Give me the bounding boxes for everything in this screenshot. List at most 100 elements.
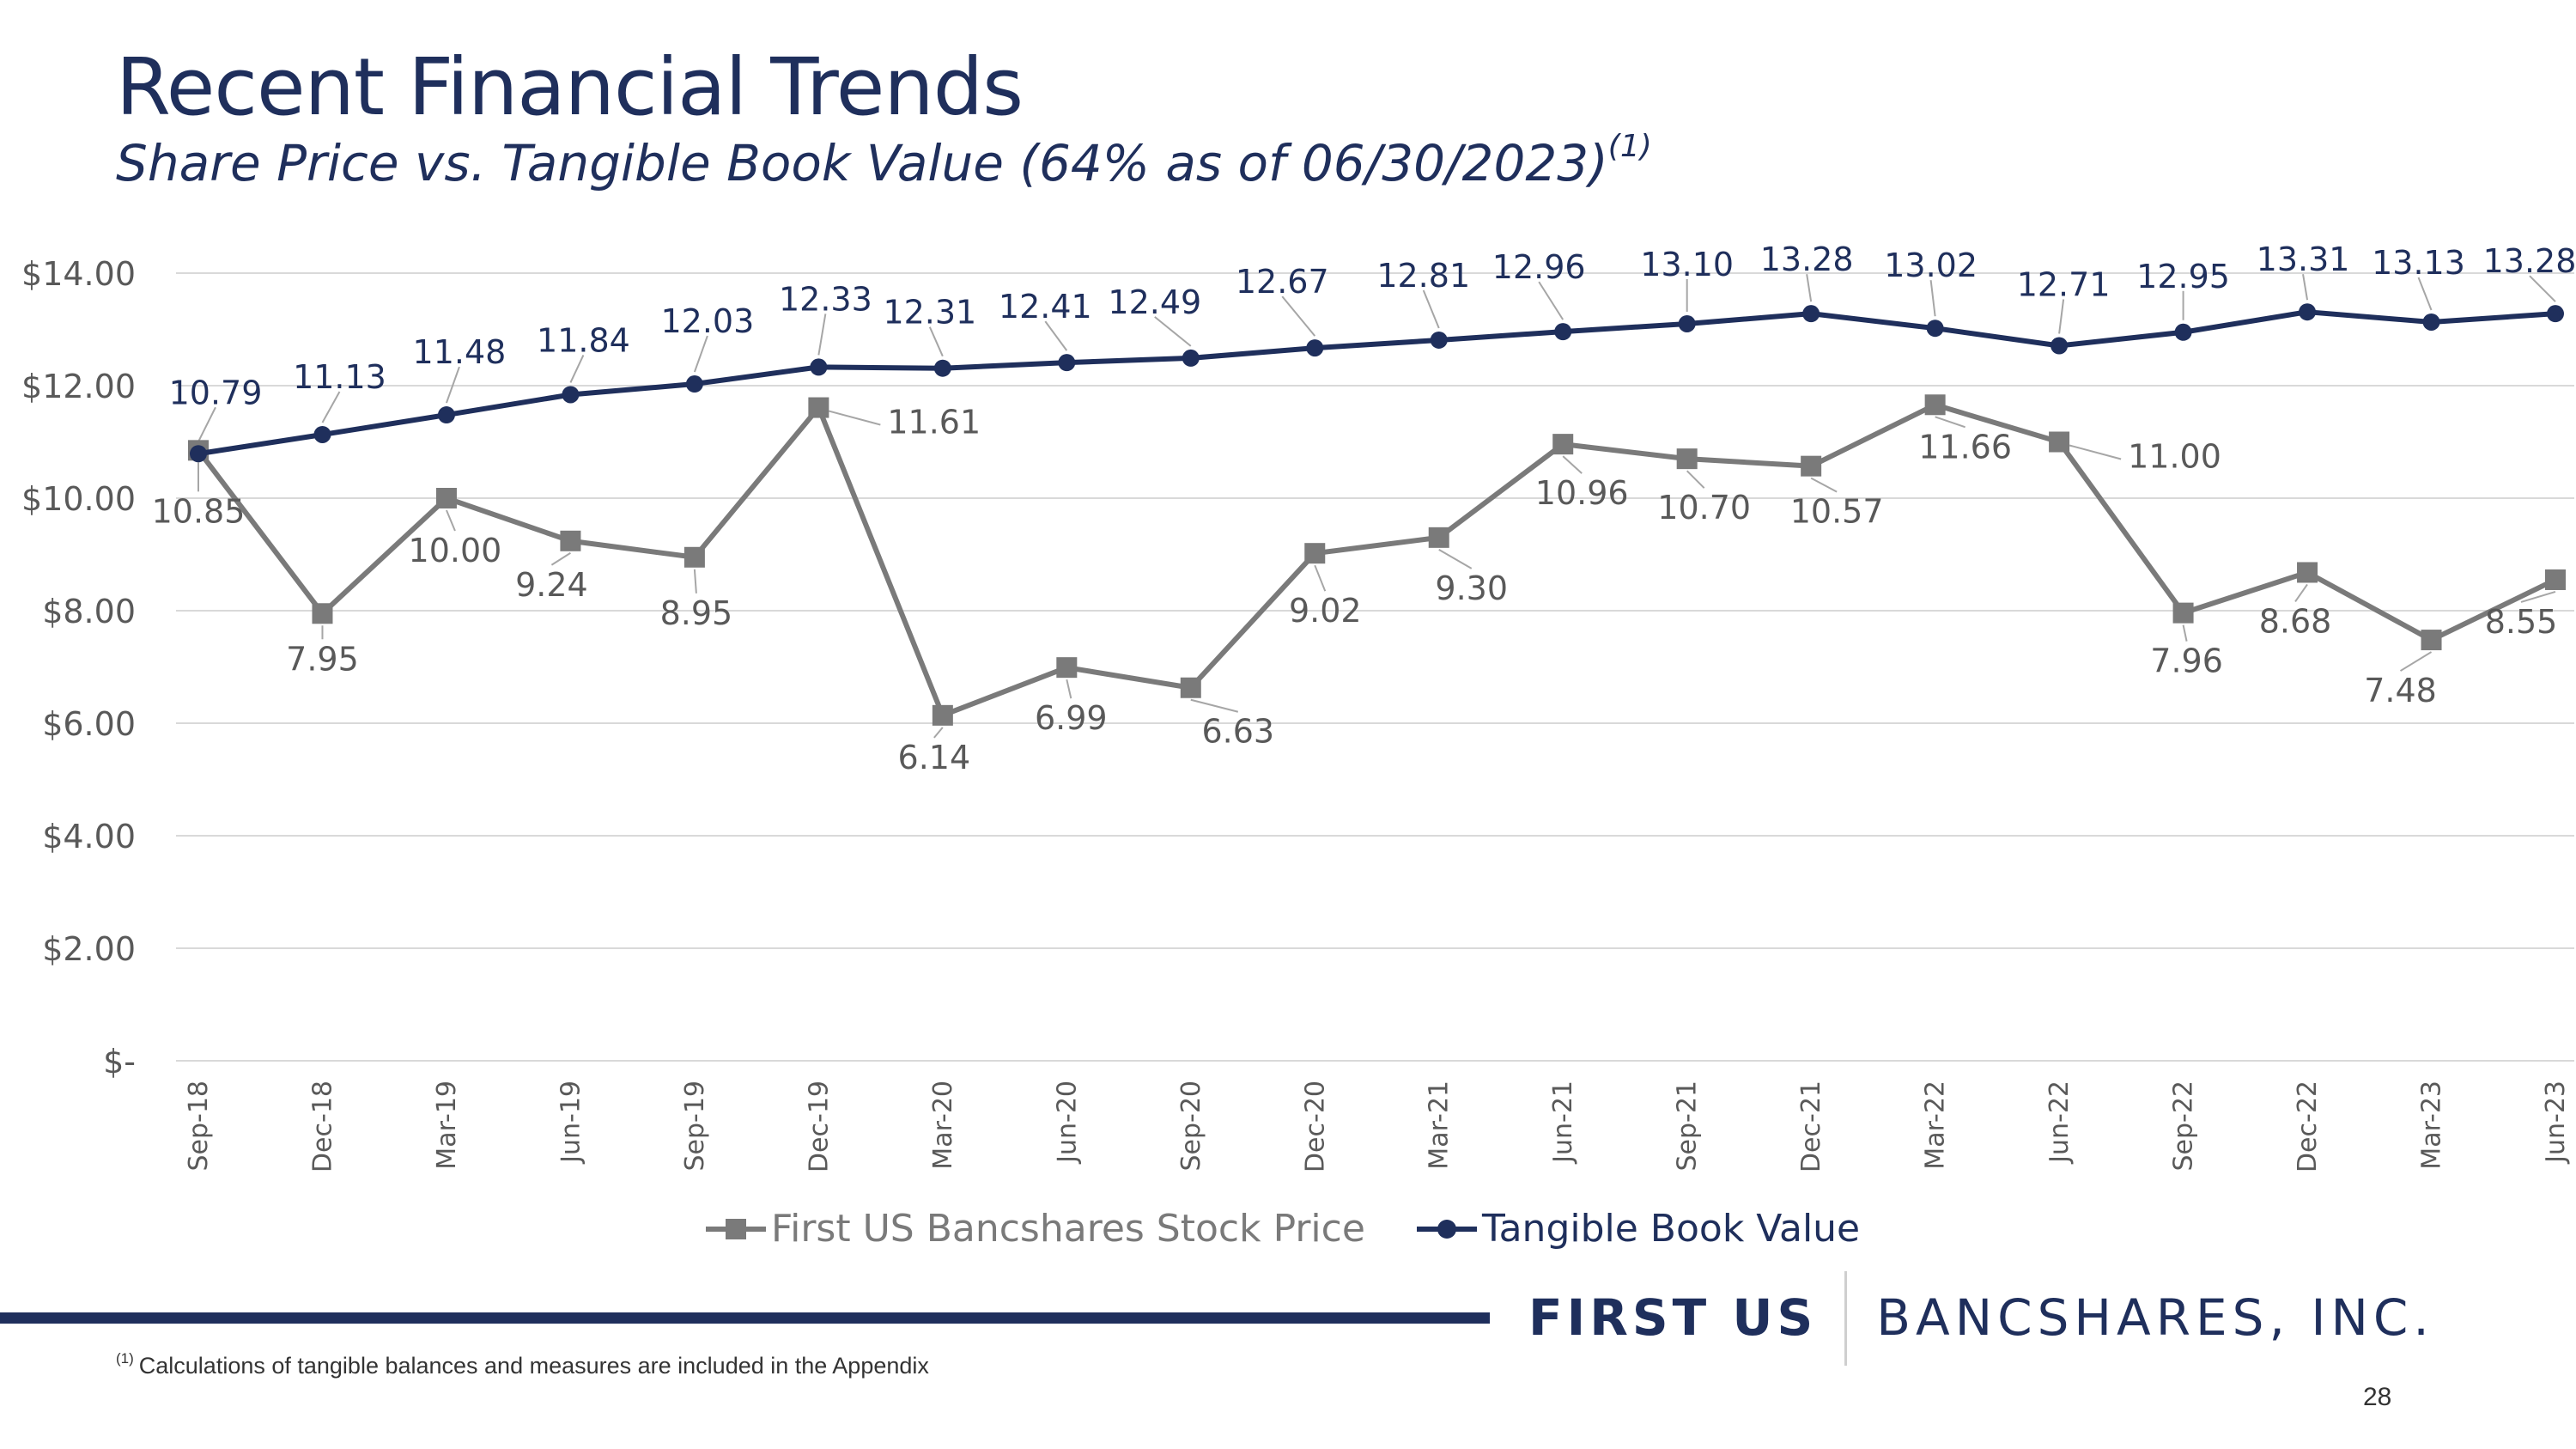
tbv-data-label: 12.81 [1376,257,1470,295]
stock-price-data-label: 11.00 [2128,438,2221,476]
tangible-book-value-point [313,425,331,443]
stock-price-data-label: 9.02 [1289,592,1362,630]
tangible-book-value-point [1306,339,1324,357]
stock-price-point [2297,562,2318,583]
legend-label-stock-price: First US Bancshares Stock Price [771,1207,1365,1251]
tangible-book-value-point [2299,303,2317,321]
stock-price-data-label: 7.96 [2150,642,2223,680]
y-tick-label: $4.00 [42,818,136,855]
logo-divider [1844,1271,1848,1366]
x-tick-label: Dec-19 [804,1081,834,1172]
tbv-data-label: 11.48 [413,333,507,371]
tbv-data-label: 12.67 [1236,263,1329,301]
logo-light-text: BANCSHARES, INC. [1876,1288,2434,1347]
stock-price-point [312,603,333,624]
y-tick-label: $- [103,1043,136,1081]
tangible-book-value-point [1182,349,1200,367]
x-tick-label: Jun-21 [1548,1081,1578,1165]
tangible-book-value-point [1058,354,1076,372]
stock-price-data-label: 9.24 [515,566,588,604]
stock-price-point [435,488,457,508]
legend-square-marker-icon [706,1218,766,1239]
tbv-data-label: 13.28 [2483,242,2576,280]
stock-price-data-label: 7.95 [286,640,359,678]
tbv-label-leader [1044,320,1068,351]
stock-price-data-label: 8.68 [2259,602,2332,640]
stock-label-leader [1066,679,1072,699]
stock-label-leader [2294,583,2308,603]
stock-price-data-label: 6.99 [1035,699,1108,737]
x-tick-label: Jun-19 [556,1081,586,1165]
stock-price-point [1180,677,1201,698]
subtitle-text: Share Price vs. Tangible Book Value (64%… [116,134,1608,192]
stock-label-leader [1935,416,1965,429]
tbv-label-leader [2058,299,2065,334]
legend-label-tangible-book-value: Tangible Book Value [1482,1207,1861,1251]
stock-price-point [683,546,705,568]
tbv-data-label: 12.49 [1108,283,1201,321]
tangible-book-value-point [1926,320,1944,338]
footer-rule [0,1312,1490,1324]
x-tick-label: Jun-23 [2541,1081,2571,1165]
stock-label-leader [1438,548,1473,569]
legend-item-tangible-book-value: Tangible Book Value [1417,1207,1860,1251]
tbv-label-leader [321,391,341,423]
stock-label-leader [829,410,881,426]
x-tick-label: Dec-22 [2293,1081,2323,1172]
stock-price-data-label: 10.00 [409,532,502,569]
tbv-label-leader [1154,316,1192,347]
tbv-data-label: 13.13 [2372,244,2465,282]
stock-price-data-label: 6.14 [898,739,971,776]
tbv-data-label: 13.10 [1640,246,1734,283]
stock-price-data-label: 10.85 [152,492,246,530]
series [188,303,2566,726]
tbv-label-leader [569,355,585,383]
legend-circle-marker-icon [1417,1219,1477,1239]
stock-price-data-label: 7.48 [2364,672,2437,709]
stock-price-line [196,402,2557,718]
tbv-label-leader [2417,277,2433,311]
tangible-book-value-point [1430,331,1448,349]
leader-lines [197,274,2556,739]
company-logo: FIRST US BANCSHARES, INC. [1528,1271,2434,1383]
tangible-book-value-point [437,406,455,424]
page-number: 28 [2363,1383,2392,1411]
tbv-label-leader [197,406,216,442]
x-tick-label: Mar-22 [1921,1081,1951,1170]
tbv-data-label: 11.84 [537,321,630,359]
x-tick-label: Sep-22 [2169,1081,2199,1172]
stock-price-point [2545,569,2566,590]
tbv-data-label: 13.02 [1884,247,1978,284]
x-tick-label: Dec-21 [1796,1081,1826,1172]
stock-label-leader [933,727,944,739]
x-tick-label: Sep-19 [680,1081,710,1172]
stock-price-point [1924,394,1946,416]
tbv-label-leader [446,366,460,404]
x-tick-label: Dec-20 [1300,1081,1330,1172]
page-title: Recent Financial Trends [116,41,1024,133]
tangible-book-value-point [2174,323,2192,341]
tangible-book-value-point [810,358,828,376]
stock-price-point [1676,448,1698,470]
x-tick-label: Mar-20 [928,1081,958,1170]
stock-label-leader [1190,698,1239,713]
stock-price-point [1304,543,1326,564]
x-tick-label: Sep-18 [184,1081,214,1172]
tangible-book-value-point [1678,314,1696,332]
footnote-text: Calculations of tangible balances and me… [138,1353,929,1379]
x-axis-ticks: Sep-18 Dec-18 Mar-19 Jun-19 Sep-19 Dec-19 Mar-… [184,1081,2571,1172]
stock-price-data-label: 10.57 [1790,493,1884,531]
y-axis-ticks: $- $2.00 $4.00 $6.00 $8.00 $10.00 $12.00 $14.00 [21,255,136,1081]
stock-price-point [808,397,829,418]
footnote: (1) Calculations of tangible balances and… [116,1350,929,1379]
x-tick-label: Mar-19 [432,1081,462,1170]
legend-item-stock-price: First US Bancshares Stock Price [706,1207,1365,1251]
tbv-label-leader [928,326,944,357]
stock-price-point [560,530,581,551]
y-tick-label: $8.00 [42,593,136,630]
stock-label-leader [2069,444,2122,460]
tbv-data-label: 12.33 [779,280,872,318]
stock-label-leader [2400,651,2433,672]
x-tick-label: Dec-18 [307,1081,337,1172]
stock-price-data-label: 6.63 [1201,713,1274,751]
